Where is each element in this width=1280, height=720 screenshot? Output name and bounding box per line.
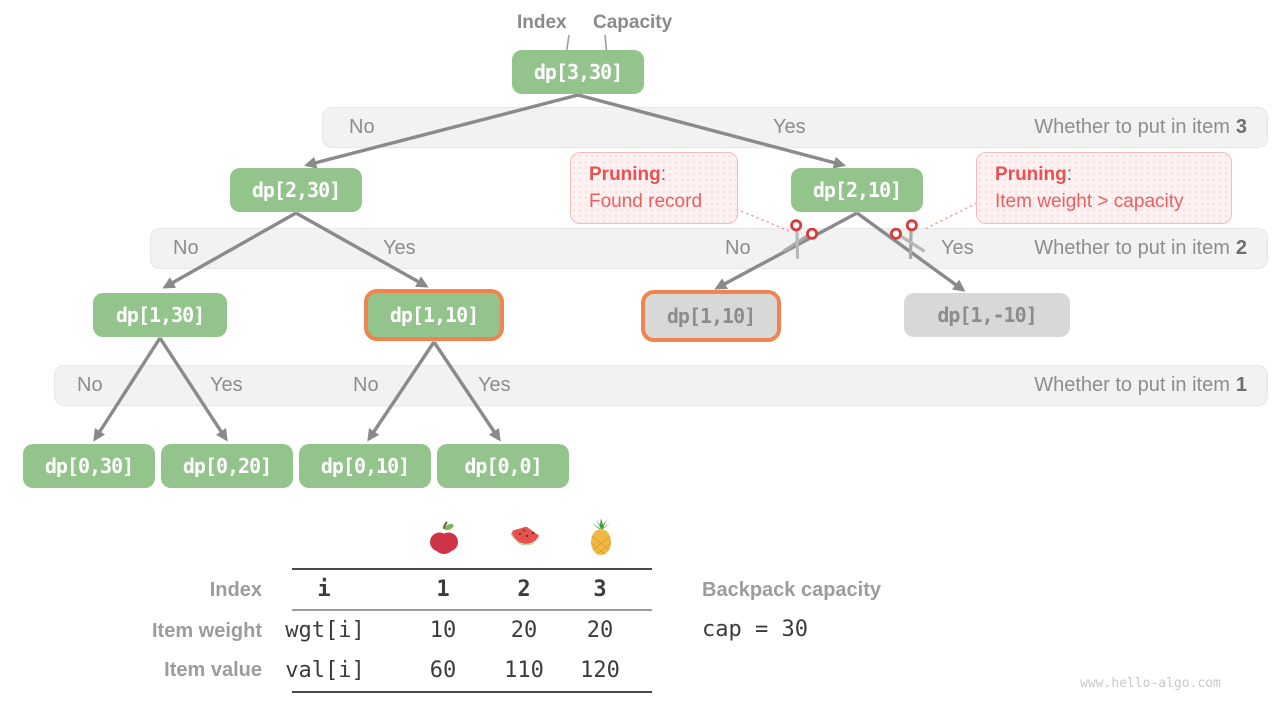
node-dp-2-10: dp[2,10] [791, 168, 923, 212]
apple-icon [429, 521, 459, 562]
table-code-wgt: wgt[i] [285, 618, 365, 643]
table-code-val: val[i] [285, 658, 365, 683]
band2-no1-label: No [173, 237, 199, 259]
band2-question: Whether to put in item 2 [1034, 237, 1247, 259]
pruning1-title: Pruning [589, 164, 661, 185]
backpack-capacity-label: Backpack capacity [702, 579, 882, 601]
node-dp-1-10-highlighted: dp[1,10] [364, 289, 504, 341]
table-wgt-3: 20 [586, 618, 614, 643]
table-index-1: 1 [436, 577, 450, 602]
table-val-1: 60 [429, 658, 457, 683]
table-rule-top [292, 568, 652, 570]
node-dp-1-10-pruned: dp[1,10] [641, 290, 781, 342]
table-val-3: 120 [580, 658, 620, 683]
node-dp-2-30: dp[2,30] [230, 168, 362, 212]
band2-yes2-label: Yes [941, 237, 974, 259]
watermelon-icon [508, 524, 542, 559]
table-wgt-2: 20 [510, 618, 538, 643]
capacity-annotation: Capacity [593, 12, 673, 33]
table-label-index: Index [209, 579, 262, 601]
pruning-callout-weight-capacity: Pruning: Item weight > capacity [976, 152, 1232, 224]
pruning2-title: Pruning [995, 164, 1067, 185]
band2-yes1-label: Yes [383, 237, 416, 259]
decision-band-item-3: No Yes Whether to put in item 3 [322, 107, 1268, 148]
backpack-capacity-value: cap = 30 [702, 617, 808, 642]
table-wgt-1: 10 [429, 618, 457, 643]
table-label-item-value: Item value [164, 659, 262, 681]
decision-band-item-1: No Yes No Yes Whether to put in item 1 [54, 365, 1268, 406]
band3-question: Whether to put in item 3 [1034, 116, 1247, 138]
node-dp-0-0: dp[0,0] [437, 444, 569, 488]
scissors-icon-left [776, 217, 820, 264]
band3-yes-label: Yes [773, 116, 806, 138]
node-dp-3-30: dp[3,30] [512, 50, 644, 94]
band1-no2-label: No [353, 374, 379, 396]
band3-no-label: No [349, 116, 375, 138]
node-dp-0-10: dp[0,10] [299, 444, 431, 488]
pruning1-reason: Found record [589, 191, 703, 212]
watermark: www.hello-algo.com [1080, 676, 1221, 691]
table-val-2: 110 [504, 658, 544, 683]
band2-no2-label: No [725, 237, 751, 259]
index-annotation: Index [517, 12, 567, 33]
node-dp-0-20: dp[0,20] [161, 444, 293, 488]
table-code-i: i [317, 577, 331, 602]
table-rule-bottom [292, 691, 652, 693]
pruning-callout-found-record: Pruning: Found record [570, 152, 738, 224]
pineapple-icon [587, 517, 615, 562]
band1-yes2-label: Yes [478, 374, 511, 396]
node-dp-1-30: dp[1,30] [93, 293, 227, 337]
band1-yes1-label: Yes [210, 374, 243, 396]
table-index-3: 3 [593, 577, 607, 602]
table-index-2: 2 [517, 577, 531, 602]
table-label-item-weight: Item weight [151, 620, 262, 642]
band1-question: Whether to put in item 1 [1034, 374, 1247, 396]
node-dp-0-30: dp[0,30] [23, 444, 155, 488]
pruning2-reason: Item weight > capacity [995, 191, 1184, 212]
band1-no1-label: No [77, 374, 103, 396]
node-dp-1-neg10: dp[1,-10] [904, 293, 1070, 337]
table-rule-middle [292, 609, 652, 611]
